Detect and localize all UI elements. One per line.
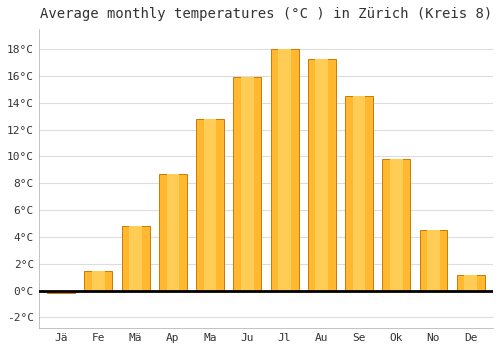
Bar: [457, 274, 484, 290]
Bar: [427, 230, 440, 290]
Bar: [278, 49, 291, 290]
Bar: [166, 174, 179, 290]
Bar: [420, 230, 448, 290]
Bar: [464, 274, 477, 290]
Bar: [122, 226, 150, 290]
Bar: [159, 174, 187, 290]
Bar: [55, 292, 68, 293]
Bar: [390, 159, 402, 290]
Bar: [84, 271, 112, 290]
Bar: [316, 58, 328, 290]
Bar: [196, 119, 224, 290]
Bar: [241, 77, 254, 290]
Bar: [270, 49, 298, 290]
Bar: [345, 96, 373, 290]
Title: Average monthly temperatures (°C ) in Zürich (Kreis 8): Average monthly temperatures (°C ) in Zü…: [40, 7, 492, 21]
Bar: [47, 292, 75, 293]
Bar: [204, 119, 216, 290]
Bar: [92, 271, 104, 290]
Bar: [234, 77, 262, 290]
Bar: [308, 58, 336, 290]
Bar: [352, 96, 366, 290]
Bar: [130, 226, 142, 290]
Bar: [382, 159, 410, 290]
